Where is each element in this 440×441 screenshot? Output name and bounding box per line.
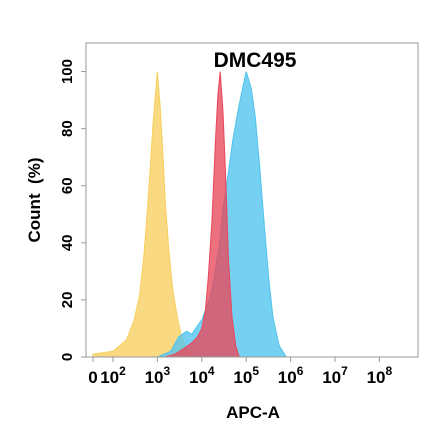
plot-frame xyxy=(85,42,419,358)
y-axis: 0 20 40 60 80 100 xyxy=(59,59,86,361)
y-tick-label-2: 40 xyxy=(59,234,76,251)
y-axis-label: Count (%) xyxy=(25,158,44,243)
x-tick-label-0: 0 xyxy=(88,368,97,387)
x-tick-label-1: 102 xyxy=(100,364,126,387)
x-tick-label-6: 107 xyxy=(322,364,348,387)
y-tick-label-1: 20 xyxy=(59,292,76,309)
chart-title: DMC495 xyxy=(214,49,297,72)
x-tick-label-3: 104 xyxy=(189,364,215,387)
x-tick-label-5: 106 xyxy=(278,364,304,387)
x-tick-label-4: 105 xyxy=(233,364,259,387)
x-tick-label-7: 108 xyxy=(367,364,393,387)
x-axis: 0 102 103 104 105 106 107 108 xyxy=(88,357,393,387)
y-tick-label-3: 60 xyxy=(59,177,76,194)
series-layer xyxy=(92,71,288,358)
x-axis-label: APC-A xyxy=(226,403,280,422)
series-1-area xyxy=(157,71,288,358)
y-tick-label-0: 0 xyxy=(59,353,76,361)
x-tick-label-2: 103 xyxy=(145,364,171,387)
y-tick-label-5: 100 xyxy=(59,59,76,84)
y-tick-label-4: 80 xyxy=(59,120,76,137)
series-2-area xyxy=(165,71,240,358)
